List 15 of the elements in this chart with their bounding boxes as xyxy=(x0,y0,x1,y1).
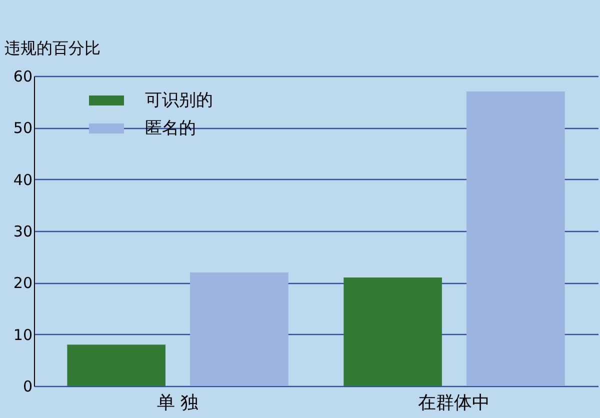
x-tick-label: 在群体中 xyxy=(418,392,490,414)
y-tick-label: 20 xyxy=(13,274,32,292)
y-tick-label: 10 xyxy=(13,326,32,344)
y-tick-label: 40 xyxy=(13,170,32,189)
legend-label: 可识别的 xyxy=(145,90,213,110)
x-tick-label: 单 独 xyxy=(156,392,199,414)
y-tick-label: 60 xyxy=(13,68,32,86)
bar xyxy=(344,278,442,386)
y-tick-label: 30 xyxy=(13,222,32,240)
bar xyxy=(466,92,565,386)
y-tick-label: 50 xyxy=(13,119,32,138)
y-tick-label: 0 xyxy=(22,378,32,396)
bar xyxy=(67,344,166,386)
y-axis-title: 违规的百分比 xyxy=(4,38,100,58)
bar xyxy=(190,272,288,386)
